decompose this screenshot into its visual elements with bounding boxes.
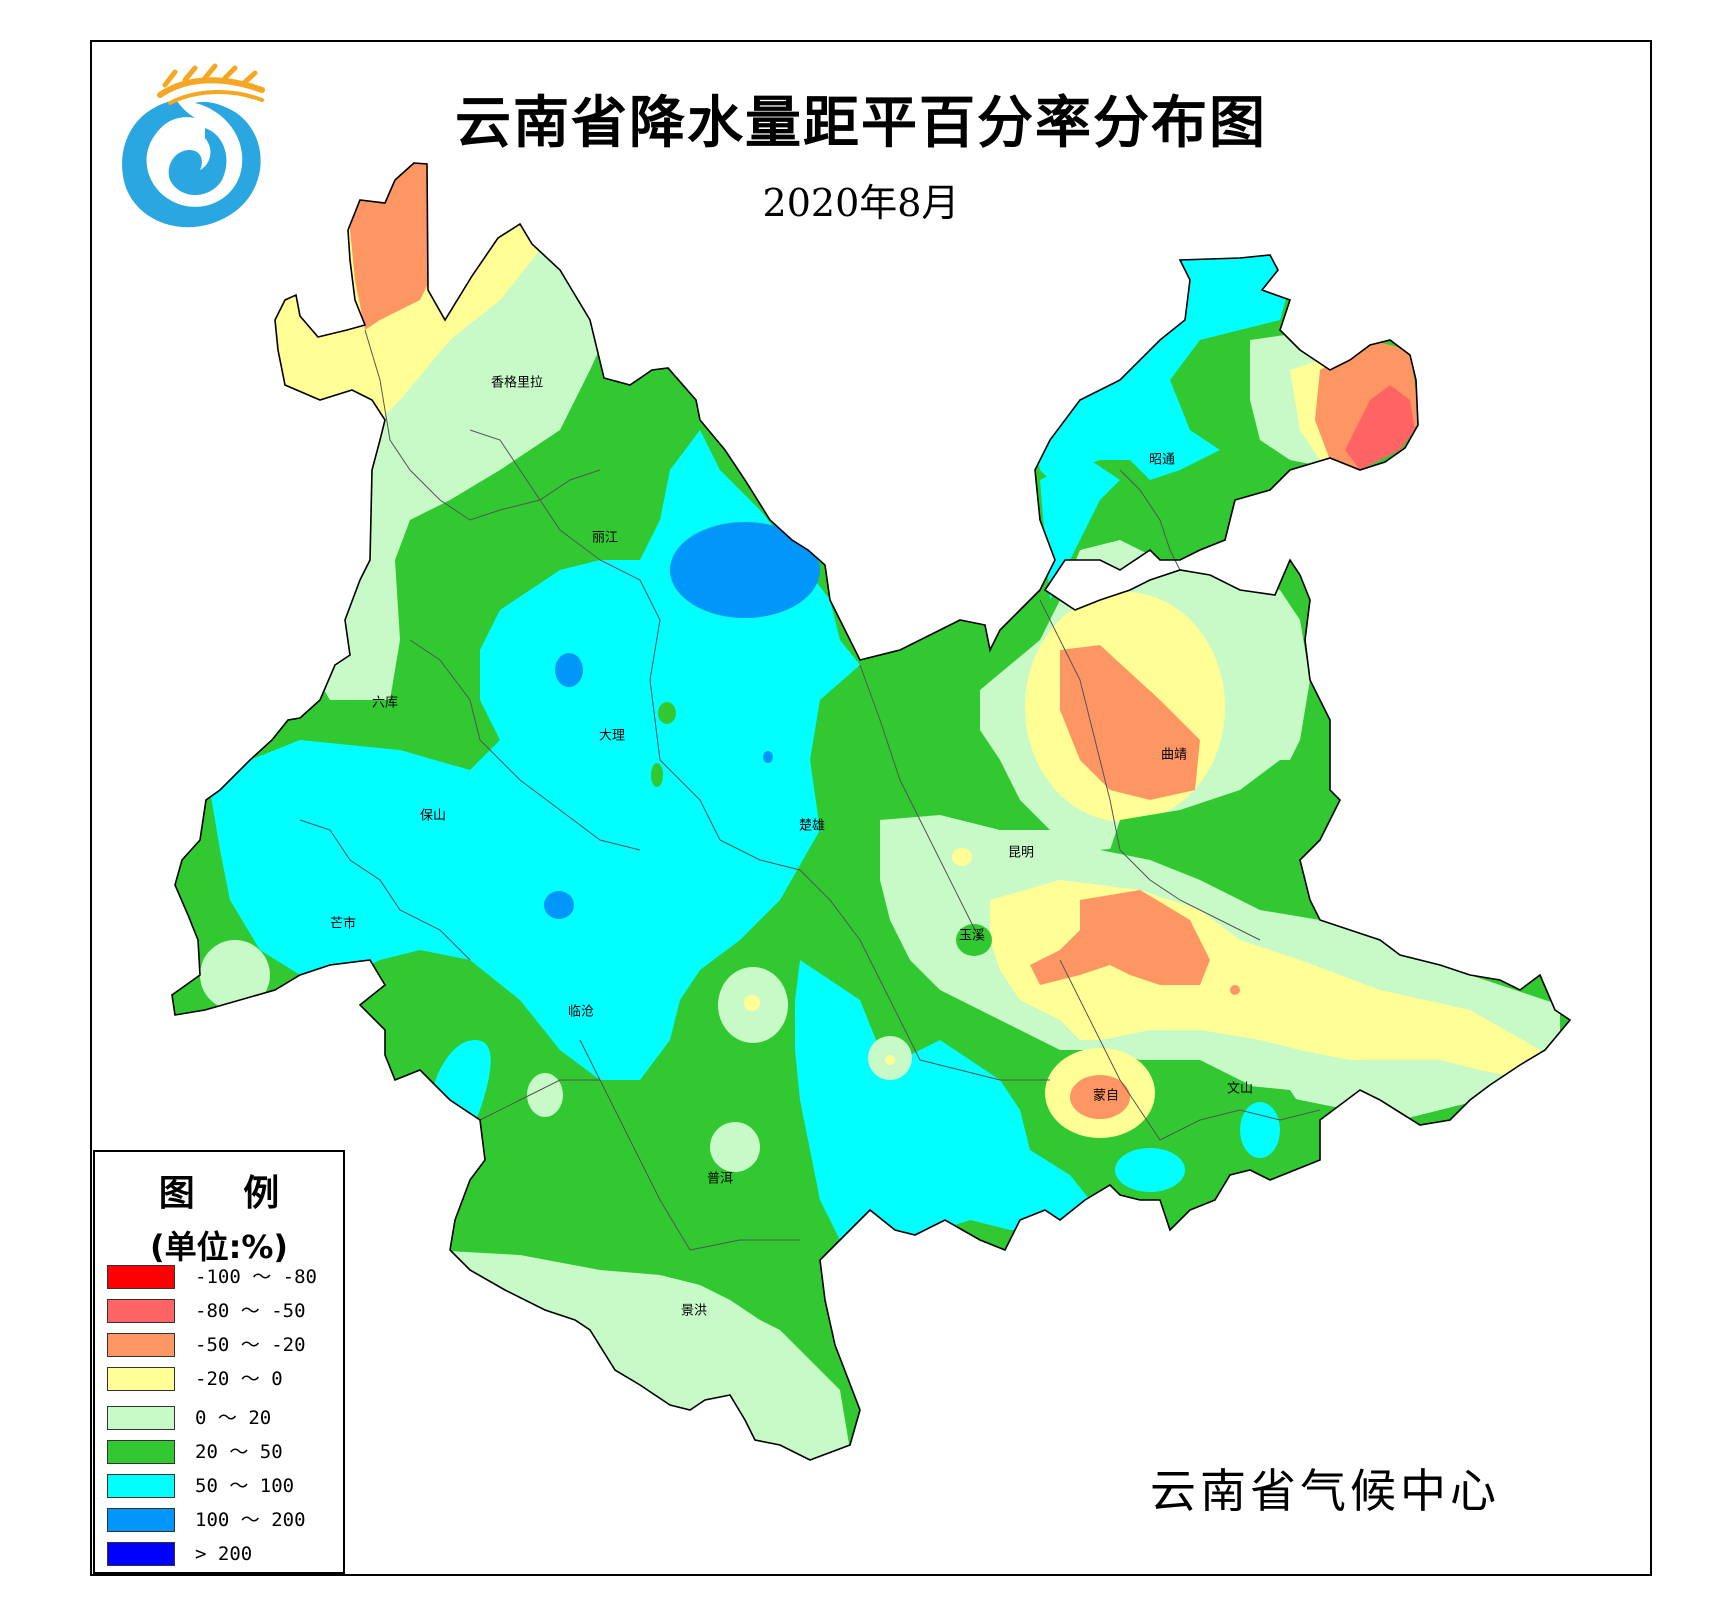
legend-label: > 200 (195, 1543, 253, 1565)
agency-name: 云南省气候中心 (1150, 1464, 1500, 1518)
city-label-liuku: 六库 (371, 695, 399, 711)
legend-swatch (107, 1333, 175, 1357)
legend-label: -100 ～ -80 (195, 1266, 317, 1288)
legend-label: 50 ～ 100 (195, 1475, 295, 1497)
legend-swatch (107, 1508, 175, 1532)
city-label-xianggelila: 香格里拉 (490, 375, 544, 391)
legend-title: 图 例 (158, 1173, 298, 1214)
legend-swatch (107, 1474, 175, 1498)
city-label-qujing: 曲靖 (1160, 747, 1188, 763)
legend-swatch (107, 1440, 175, 1464)
city-label-lincang: 临沧 (567, 1004, 595, 1020)
city-label-yuxi: 玉溪 (958, 928, 986, 944)
city-label-mangshi: 芒市 (329, 916, 357, 932)
legend-label: -80 ～ -50 (195, 1300, 306, 1322)
city-label-baoshan: 保山 (419, 808, 447, 824)
city-label-wenshan: 文山 (1226, 1081, 1254, 1097)
city-label-mengzi: 蒙自 (1092, 1088, 1120, 1104)
legend-swatch (107, 1406, 175, 1430)
legend-swatch (107, 1367, 175, 1391)
city-label-lijiang: 丽江 (591, 530, 619, 546)
city-label-zhaotong: 昭通 (1148, 452, 1176, 468)
legend-label: 20 ～ 50 (195, 1441, 283, 1463)
map-title: 云南省降水量距平百分率分布图 (455, 91, 1267, 156)
legend-swatch (107, 1265, 175, 1289)
map-subtitle: 2020年8月 (762, 181, 960, 225)
legend-swatch (107, 1299, 175, 1323)
legend-label: 100 ～ 200 (195, 1509, 306, 1531)
legend-label: 0 ～ 20 (195, 1407, 272, 1429)
legend-label: -50 ～ -20 (195, 1334, 306, 1356)
boundary-lines (299, 329, 1321, 1251)
legend-label: -20 ～ 0 (195, 1368, 283, 1390)
legend-swatch (107, 1542, 175, 1566)
city-label-dali: 大理 (598, 728, 626, 744)
city-label-puer: 普洱 (706, 1171, 734, 1187)
contour-fill-layers (172, 163, 1570, 1460)
city-label-chuxiong: 楚雄 (798, 818, 826, 834)
map-legend: 图 例 (单位:%) -100 ～ -80 -80 ～ -50 -50 ～ -2… (93, 1150, 345, 1574)
city-label-jinghong: 景洪 (680, 1303, 708, 1319)
legend-unit: (单位:%) (149, 1228, 289, 1266)
city-label-kunming: 昆明 (1007, 845, 1035, 861)
climate-center-logo (122, 63, 265, 228)
